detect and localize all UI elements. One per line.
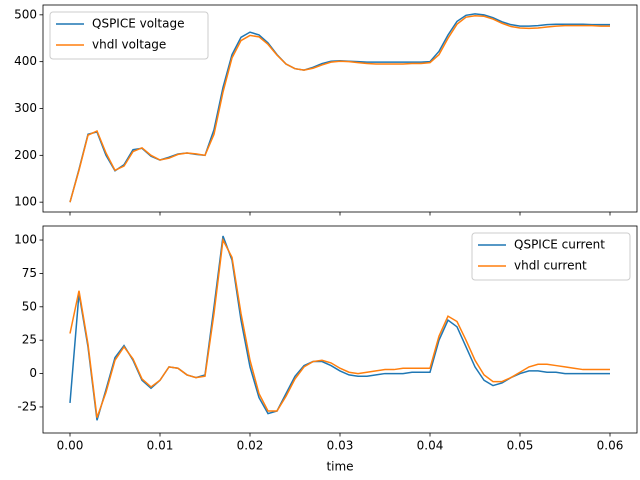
x-tick-label: 0.01 <box>147 439 174 453</box>
legend-label: QSPICE current <box>514 238 605 252</box>
y-tick-label: 400 <box>14 54 37 68</box>
legend-label: vhdl voltage <box>92 38 166 52</box>
legend-label: QSPICE voltage <box>92 17 184 31</box>
y-tick-label: 75 <box>22 266 37 280</box>
y-tick-label: 300 <box>14 101 37 115</box>
y-tick-label: 0 <box>29 366 37 380</box>
y-tick-label: -25 <box>17 399 37 413</box>
series-line <box>69 237 610 418</box>
y-tick-label: 500 <box>14 7 37 21</box>
y-tick-label: 50 <box>22 299 37 313</box>
axes-frame <box>42 225 638 434</box>
x-tick-label: 0.00 <box>57 439 84 453</box>
y-tick-label: 25 <box>22 333 37 347</box>
y-tick-label: 100 <box>14 233 37 247</box>
axes-frame <box>42 4 638 213</box>
x-axis-label: time <box>326 460 353 474</box>
x-tick-label: 0.02 <box>237 439 264 453</box>
legend-box <box>49 11 209 60</box>
y-tick-label: 200 <box>14 148 37 162</box>
legend-label: vhdl current <box>514 259 587 273</box>
y-tick-label: 100 <box>14 195 37 209</box>
x-tick-label: 0.04 <box>417 439 444 453</box>
legend-box <box>471 232 631 281</box>
x-tick-label: 0.06 <box>597 439 624 453</box>
x-tick-label: 0.03 <box>327 439 354 453</box>
series-line <box>69 15 610 203</box>
x-tick-label: 0.05 <box>507 439 534 453</box>
